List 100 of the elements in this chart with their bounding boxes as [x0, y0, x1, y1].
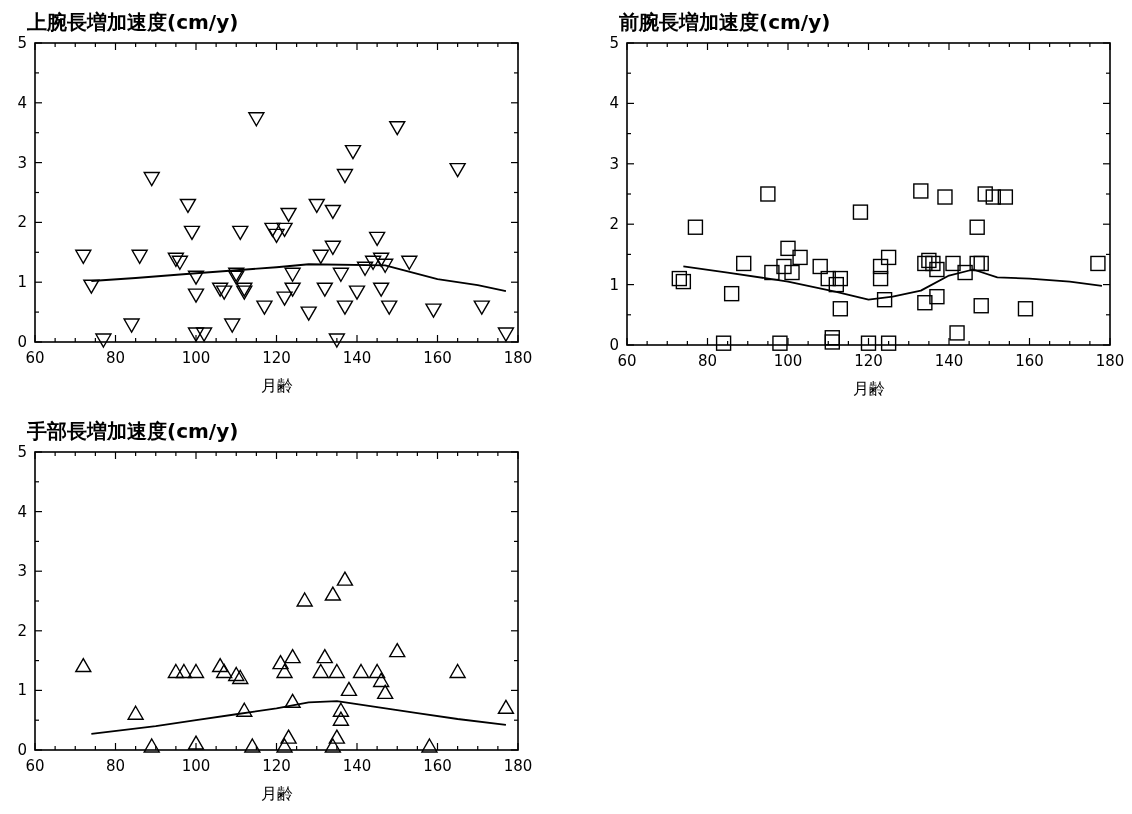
point: [276, 738, 293, 753]
x-tick-label: 60: [25, 757, 45, 775]
point: [760, 186, 776, 202]
point: [917, 295, 933, 311]
point: [187, 270, 205, 285]
y-tick-label: 3: [17, 562, 27, 581]
point: [449, 162, 466, 178]
x-tick-label: 180: [503, 349, 533, 367]
point: [316, 282, 333, 297]
point: [300, 306, 317, 321]
point: [332, 267, 350, 282]
point: [372, 672, 390, 688]
y-tick-label: 1: [17, 273, 27, 292]
point: [957, 264, 973, 281]
point: [356, 261, 374, 276]
point: [832, 270, 849, 287]
y-tick-label: 5: [17, 443, 27, 461]
point: [276, 291, 293, 306]
point: [497, 699, 515, 714]
point: [75, 657, 92, 673]
point: [336, 168, 354, 184]
point: [215, 663, 233, 679]
point: [473, 300, 490, 315]
point: [284, 648, 301, 664]
point: [876, 292, 893, 308]
point: [929, 288, 945, 305]
point: [187, 735, 205, 750]
point: [784, 264, 800, 281]
x-tick-label: 140: [342, 349, 372, 367]
point: [764, 264, 780, 281]
point: [824, 330, 840, 346]
point: [272, 654, 289, 670]
point: [296, 592, 313, 607]
point: [332, 711, 350, 726]
x-axis-title: 月齢: [852, 379, 885, 398]
y-tick-label: 4: [609, 94, 619, 113]
point: [687, 219, 704, 235]
point: [364, 255, 382, 270]
x-tick-label: 80: [105, 757, 126, 775]
point: [244, 738, 261, 753]
y-tick-label: 2: [17, 213, 27, 232]
x-axis-title: 月齢: [260, 784, 293, 803]
point: [75, 249, 92, 264]
point: [95, 333, 112, 348]
y-tick-label: 5: [17, 34, 27, 52]
point: [872, 270, 889, 287]
point: [344, 144, 362, 160]
point: [195, 327, 213, 342]
x-tick-label: 160: [423, 757, 452, 775]
point: [389, 642, 406, 658]
point: [232, 669, 249, 685]
y-tick-label: 0: [17, 333, 27, 351]
point: [820, 270, 836, 287]
point: [224, 318, 241, 333]
x-tick-label: 160: [423, 349, 452, 367]
x-tick-label: 180: [1095, 352, 1125, 370]
x-tick-label: 100: [181, 757, 211, 775]
point: [284, 693, 301, 709]
point: [921, 252, 937, 269]
point: [497, 327, 515, 342]
x-tick-label: 100: [181, 349, 211, 367]
x-tick-label: 160: [1015, 352, 1044, 370]
point: [937, 189, 953, 205]
point: [913, 183, 929, 199]
point: [945, 255, 961, 272]
point: [736, 255, 752, 272]
point: [167, 663, 185, 679]
point: [179, 198, 197, 214]
point: [860, 335, 877, 351]
point: [352, 663, 370, 679]
point: [328, 333, 346, 348]
point: [143, 738, 160, 753]
x-tick-label: 120: [854, 352, 883, 370]
point: [372, 252, 390, 267]
point: [276, 222, 293, 238]
point: [256, 300, 273, 315]
point: [376, 684, 394, 700]
point: [171, 255, 189, 270]
point: [127, 705, 144, 720]
point: [280, 207, 297, 223]
point: [917, 255, 933, 272]
point: [969, 219, 985, 235]
point: [372, 282, 390, 297]
point: [997, 189, 1014, 205]
point: [401, 255, 418, 270]
point: [187, 663, 205, 679]
x-tick-label: 140: [934, 352, 964, 370]
x-tick-label: 180: [503, 757, 533, 775]
point: [284, 267, 301, 282]
point: [211, 657, 229, 673]
point: [324, 204, 342, 220]
point: [324, 240, 342, 256]
point: [880, 249, 897, 266]
x-tick-label: 120: [262, 757, 291, 775]
point: [280, 729, 297, 744]
point: [316, 648, 333, 664]
chart-title: 前腕長増加速度(cm/y): [618, 10, 831, 34]
chart-title: 手部長増加速度(cm/y): [26, 419, 239, 443]
point: [340, 681, 358, 697]
point: [973, 255, 989, 272]
